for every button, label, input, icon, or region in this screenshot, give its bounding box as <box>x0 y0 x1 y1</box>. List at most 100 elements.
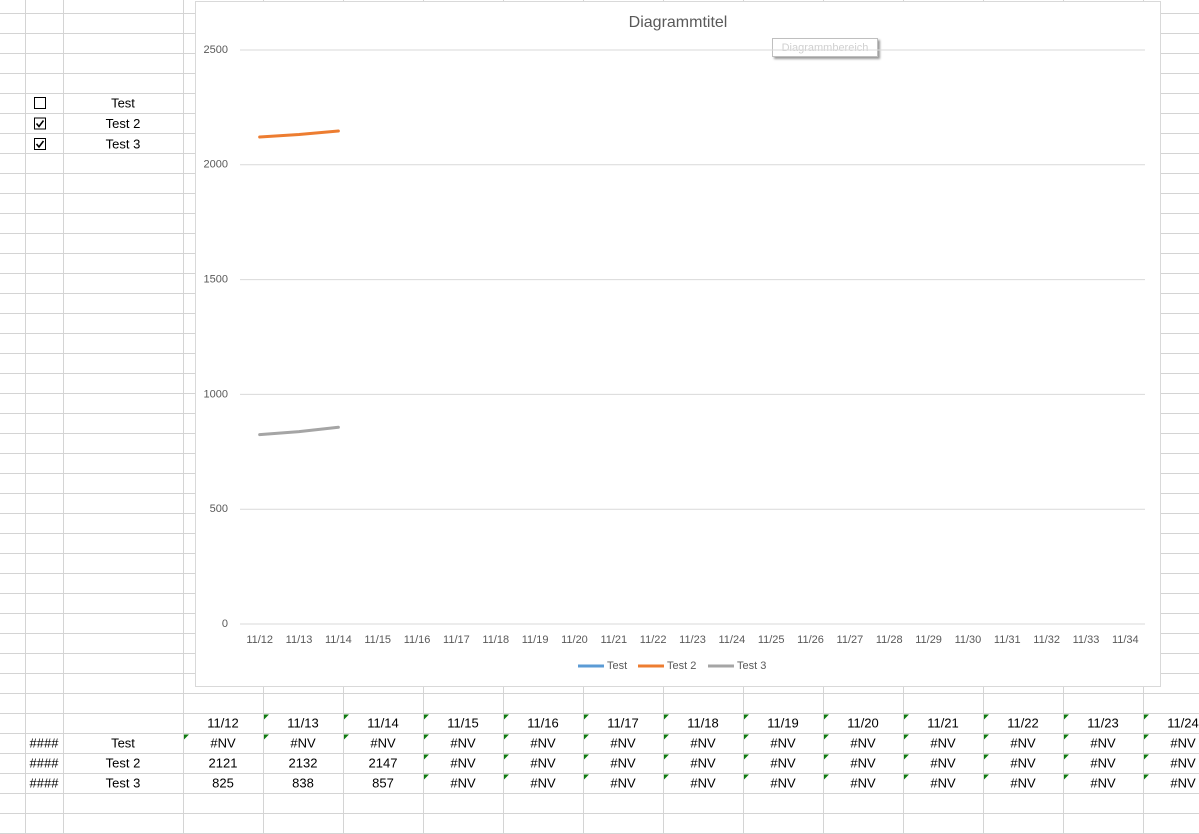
checkbox-label: Test 3 <box>106 136 141 151</box>
x-tick-label: 11/20 <box>561 634 588 646</box>
x-tick-label: 11/31 <box>994 634 1021 646</box>
x-tick-label: 11/15 <box>364 634 391 646</box>
error-indicator <box>904 774 909 780</box>
header-cell: 11/22 <box>1007 715 1039 730</box>
table-cell: #NV <box>850 735 876 750</box>
table-cell: #NV <box>690 735 716 750</box>
x-tick-label: 11/22 <box>640 634 667 646</box>
tooltip-box <box>772 38 878 57</box>
table-cell: #NV <box>1090 775 1116 790</box>
x-tick-label: 11/28 <box>876 634 903 646</box>
table-cell: #NV <box>1090 755 1116 770</box>
error-indicator <box>824 774 829 780</box>
x-tick-label: 11/32 <box>1033 634 1060 646</box>
error-indicator <box>264 734 269 740</box>
error-indicator <box>1064 754 1069 760</box>
table-cell: #NV <box>770 735 796 750</box>
error-indicator <box>504 774 509 780</box>
error-indicator <box>904 754 909 760</box>
table-cell: #NV <box>1170 775 1196 790</box>
table-cell: #NV <box>370 735 396 750</box>
x-tick-label: 11/33 <box>1073 634 1100 646</box>
table-cell: #NV <box>1010 775 1036 790</box>
table-cell: 825 <box>212 775 234 790</box>
table-cell: 2147 <box>369 755 398 770</box>
y-tick-label: 500 <box>210 503 228 515</box>
error-indicator <box>1144 754 1149 760</box>
table-cell: #NV <box>1010 755 1036 770</box>
header-cell: 11/24 <box>1167 715 1199 730</box>
chart-title: Diagrammtitel <box>629 14 728 31</box>
table-cell: #NV <box>770 755 796 770</box>
header-cell: 11/21 <box>927 715 959 730</box>
error-indicator <box>584 754 589 760</box>
checkbox[interactable] <box>34 97 46 109</box>
error-indicator <box>504 714 509 720</box>
table-cell: Test 3 <box>106 775 141 790</box>
table-cell: #NV <box>610 755 636 770</box>
error-indicator <box>424 754 429 760</box>
table-cell: #NV <box>530 775 556 790</box>
table-cell: #NV <box>530 755 556 770</box>
table-cell: #### <box>30 775 60 790</box>
checkbox-label: Test 2 <box>106 116 141 131</box>
error-indicator <box>1144 734 1149 740</box>
table-cell: #### <box>30 735 60 750</box>
error-indicator <box>1144 774 1149 780</box>
error-indicator <box>344 734 349 740</box>
x-tick-label: 11/30 <box>955 634 982 646</box>
error-indicator <box>664 774 669 780</box>
error-indicator <box>984 754 989 760</box>
error-indicator <box>424 774 429 780</box>
series-line <box>258 129 340 139</box>
error-indicator <box>584 714 589 720</box>
table-cell: #NV <box>450 735 476 750</box>
y-tick-label: 1000 <box>204 388 228 400</box>
error-indicator <box>504 734 509 740</box>
x-tick-label: 11/14 <box>325 634 352 646</box>
x-tick-label: 11/26 <box>797 634 824 646</box>
error-indicator <box>744 774 749 780</box>
error-indicator <box>984 734 989 740</box>
table-cell: #NV <box>450 755 476 770</box>
error-indicator <box>664 714 669 720</box>
table-cell: #NV <box>930 775 956 790</box>
error-indicator <box>1064 734 1069 740</box>
error-indicator <box>584 734 589 740</box>
error-indicator <box>424 734 429 740</box>
header-cell: 11/20 <box>847 715 879 730</box>
x-tick-label: 11/27 <box>837 634 864 646</box>
error-indicator <box>424 714 429 720</box>
checkbox[interactable] <box>34 117 46 130</box>
header-cell: 11/12 <box>207 715 239 730</box>
header-cell: 11/14 <box>367 715 399 730</box>
header-cell: 11/17 <box>607 715 639 730</box>
table-cell: #NV <box>610 735 636 750</box>
error-indicator <box>1064 774 1069 780</box>
error-indicator <box>984 774 989 780</box>
header-cell: 11/23 <box>1087 715 1119 730</box>
table-cell: #NV <box>530 735 556 750</box>
y-tick-label: 1500 <box>204 274 228 286</box>
checkmark[interactable] <box>35 120 45 128</box>
table-cell: #NV <box>690 775 716 790</box>
table-cell: 838 <box>292 775 314 790</box>
error-indicator <box>664 734 669 740</box>
header-cell: 11/15 <box>447 715 479 730</box>
checkbox-label: Test <box>111 95 135 110</box>
table-cell: #NV <box>690 755 716 770</box>
error-indicator <box>744 754 749 760</box>
checkbox[interactable] <box>34 138 46 150</box>
error-indicator <box>344 714 349 720</box>
x-tick-label: 11/25 <box>758 634 785 646</box>
table-cell: #NV <box>610 775 636 790</box>
error-indicator <box>904 734 909 740</box>
error-indicator <box>1064 714 1069 720</box>
error-indicator <box>584 774 589 780</box>
table-cell: #NV <box>1090 735 1116 750</box>
table-cell: #NV <box>290 735 316 750</box>
checkmark[interactable] <box>35 140 45 149</box>
x-tick-label: 11/12 <box>246 634 273 646</box>
x-tick-label: 11/16 <box>404 634 431 646</box>
